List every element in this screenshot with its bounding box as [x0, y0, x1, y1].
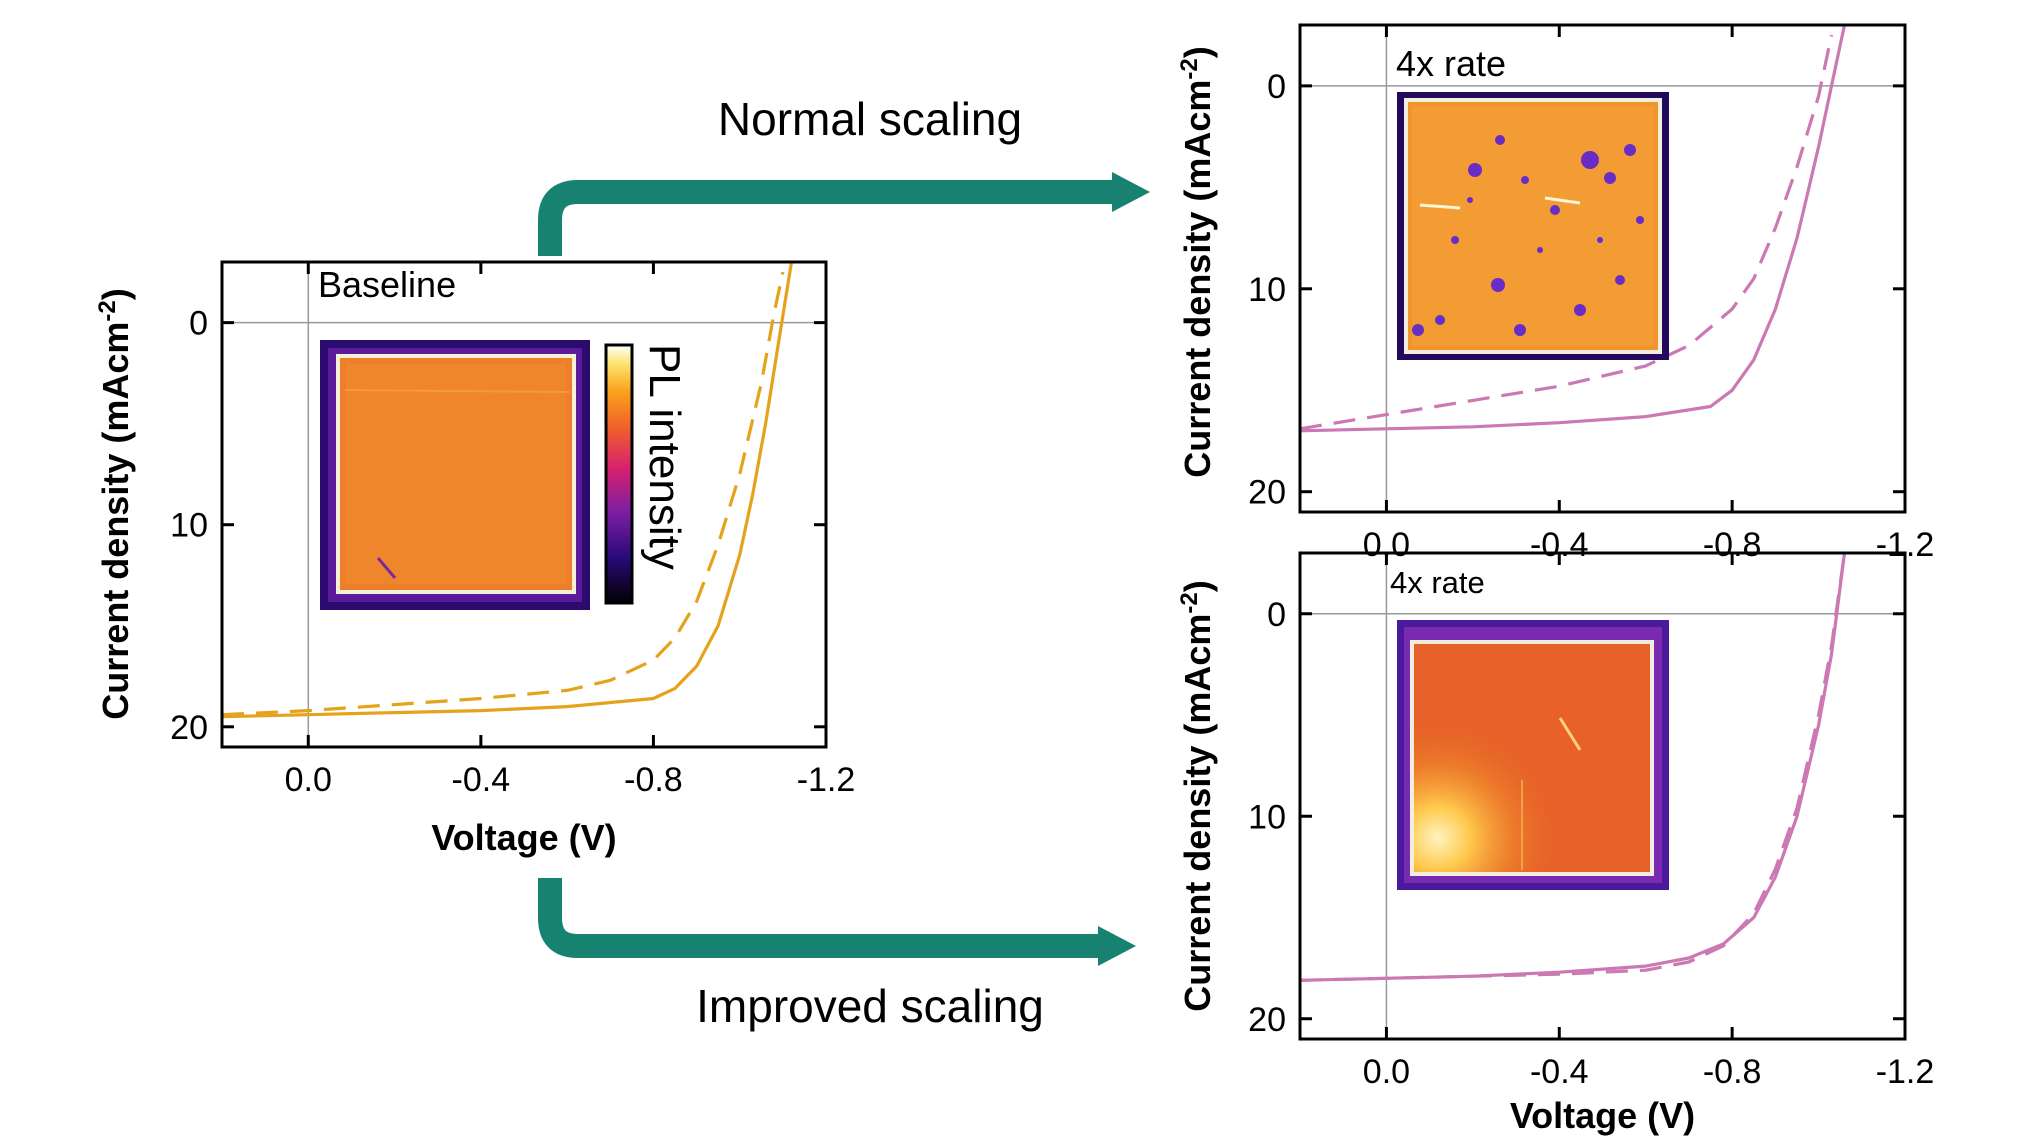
y-axis-title: Current density (mAcm-2) [1176, 580, 1219, 1011]
x-tick-label: -0.4 [452, 761, 511, 799]
y-tick-label: 10 [170, 507, 208, 545]
improved-scaling-chart: 0.0 -0.4 -0.8 -1.2 0 10 20 4x rate Current densi… [1176, 551, 1935, 1136]
series-line-solid [221, 261, 794, 719]
pl-intensity-colorbar [604, 343, 634, 605]
x-tick-label: -0.8 [624, 761, 683, 799]
x-tick-label: 0.0 [1363, 1053, 1410, 1091]
x-tick-label: -0.8 [1703, 1053, 1762, 1091]
sample-label: Baseline [318, 264, 456, 305]
plot-frame [1298, 23, 1907, 514]
series-line-dashed [1299, 552, 1847, 982]
y-axis-title: Current density (mAcm-2) [94, 288, 137, 719]
y-axis-title: Current density (mAcm-2) [1176, 46, 1219, 477]
series-line-dashed [1299, 34, 1834, 431]
baseline-chart: 0.0 -0.4 -0.8 -1.2 0 10 20 Baseline Current dens… [94, 260, 856, 858]
x-tick-label: -1.2 [797, 761, 856, 799]
y-tick-label: 0 [1267, 596, 1286, 634]
x-tick-label: 0.0 [285, 761, 332, 799]
y-tick-label: 10 [1248, 798, 1286, 836]
sample-label: 4x rate [1390, 565, 1485, 600]
y-tick-label: 10 [1248, 271, 1286, 309]
x-axis-title: Voltage (V) [431, 817, 616, 858]
improved-pl-image [1397, 620, 1669, 890]
y-tick-label: 0 [189, 305, 208, 343]
colorbar-label: PL intensity [640, 344, 689, 570]
series-line-dashed [221, 271, 785, 717]
normal-scaling-label: Normal scaling [718, 93, 1022, 145]
improved-scaling-label: Improved scaling [696, 980, 1044, 1032]
x-tick-label: -1.2 [1876, 1053, 1935, 1091]
y-tick-label: 20 [170, 709, 208, 747]
improved-scaling-arrow [538, 878, 1136, 966]
normal-scaling-arrow [538, 172, 1150, 256]
plot-frame [1298, 551, 1907, 1041]
sample-label: 4x rate [1396, 43, 1506, 84]
series-line-solid [1299, 24, 1847, 433]
normal-pl-image [1397, 92, 1669, 360]
baseline-pl-image [320, 340, 590, 610]
y-tick-label: 20 [1248, 474, 1286, 512]
y-tick-label: 0 [1267, 68, 1286, 106]
plot-frame [220, 260, 828, 749]
x-axis-title: Voltage (V) [1510, 1095, 1695, 1136]
y-tick-label: 20 [1248, 1001, 1286, 1039]
x-tick-label: -0.4 [1530, 1053, 1589, 1091]
